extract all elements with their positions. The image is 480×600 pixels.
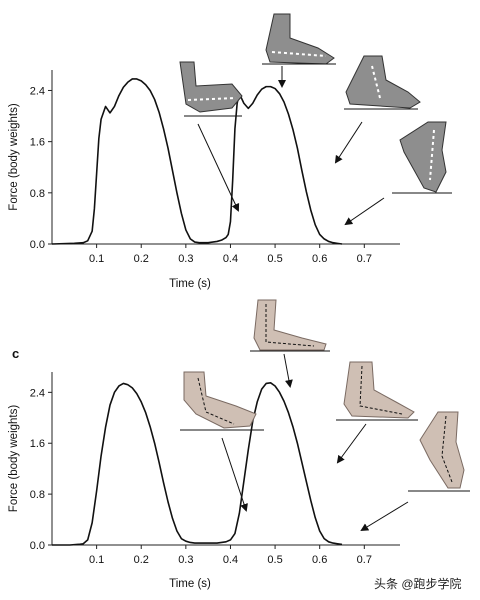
arrow-1 [197,123,240,212]
chart-top: 0.1 0.2 0.3 0.4 0.5 0.6 0.7 0.0 0.8 1.6 2.4 Time (s… [8,70,400,290]
chart-bottom: 0.1 0.2 0.3 0.4 0.5 0.6 0.7 0.0 0.8 1.6 2.4 Time (s… [8,372,400,590]
barefoot-illustration-1 [180,371,264,431]
y-axis-title: Force (body weights) [8,405,20,513]
y-tick-label: 2.4 [30,85,45,97]
arrow-5 [221,437,248,512]
x-tick-label: 0.2 [134,554,149,566]
panel-letter-c: c [12,346,19,361]
x-tick-label: 0.1 [89,554,104,566]
y-tick-label: 2.4 [30,387,45,399]
x-tick-label: 0.1 [89,253,104,265]
shoe-foot-illustration-3 [344,55,421,110]
x-tick-label: 0.7 [357,253,372,265]
arrow-6 [283,353,293,388]
arrow-3 [334,121,363,164]
arrow-7 [336,423,367,464]
shoe-foot-illustration-1 [179,61,243,117]
x-tick-label: 0.5 [267,554,282,566]
watermark-text: 头条 @跑步学院 [374,576,462,591]
force-curve-line [52,382,343,546]
barefoot-illustration-2 [250,299,330,352]
arrow-4 [344,197,385,226]
y-tick-label: 0.0 [30,540,45,552]
x-tick-label: 0.5 [267,253,282,265]
y-axis-title: Force (body weights) [8,103,20,211]
x-tick-label: 0.3 [178,554,193,566]
shoe-foot-illustration-4 [392,121,452,194]
x-tick-label: 0.6 [312,554,327,566]
x-axis-title: Time (s) [169,278,211,290]
force-curve-line [51,78,343,245]
y-tick-label: 1.6 [30,137,45,149]
x-tick-label: 0.3 [178,253,193,265]
shoe-foot-illustration-2 [262,13,336,65]
x-tick-label: 0.4 [223,253,238,265]
x-axis-title: Time (s) [169,578,211,590]
y-tick-label: 0.8 [30,489,45,501]
arrow-8 [360,501,409,532]
x-tick-label: 0.6 [312,253,327,265]
barefoot-illustration-4 [408,411,470,492]
x-tick-label: 0.4 [223,554,238,566]
x-tick-label: 0.7 [357,554,372,566]
x-tick-label: 0.2 [134,253,149,265]
y-tick-label: 0.0 [30,239,45,251]
y-tick-label: 0.8 [30,188,45,200]
y-tick-label: 1.6 [30,438,45,450]
barefoot-illustration-3 [336,361,418,421]
